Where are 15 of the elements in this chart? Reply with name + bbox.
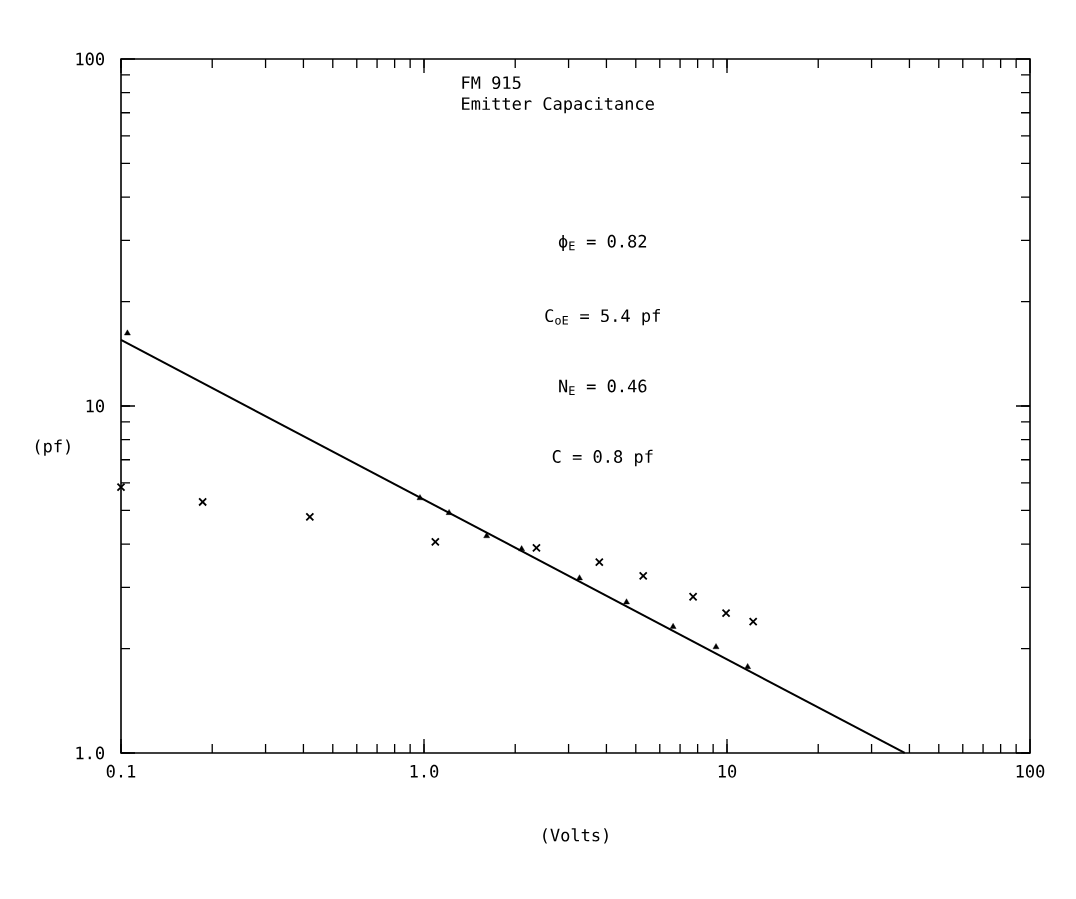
y-axis-title: (pf)	[35, 439, 70, 456]
annotation: C = 0.8 pf	[552, 449, 653, 467]
x-tick-label: 100	[1016, 764, 1045, 778]
x-tick-label: 10	[718, 764, 737, 778]
x-tick-label: 0.1	[106, 764, 136, 778]
x-tick-label: 1.0	[410, 764, 439, 778]
y-tick-label: 10	[86, 399, 105, 413]
annotation: C$_{oE}$ = 5.4 pf	[545, 308, 660, 326]
y-tick-label: 1.0	[76, 746, 105, 760]
text: FM 915	[462, 76, 521, 90]
x-axis-title: (Volts)	[543, 828, 608, 844]
text: Emitter Capacitance	[462, 96, 654, 114]
annotation: ϕ$_{E}$ = 0.82	[558, 234, 647, 251]
y-tick-label: 100	[76, 52, 105, 66]
annotation: N$_{E}$ = 0.46	[559, 379, 647, 395]
